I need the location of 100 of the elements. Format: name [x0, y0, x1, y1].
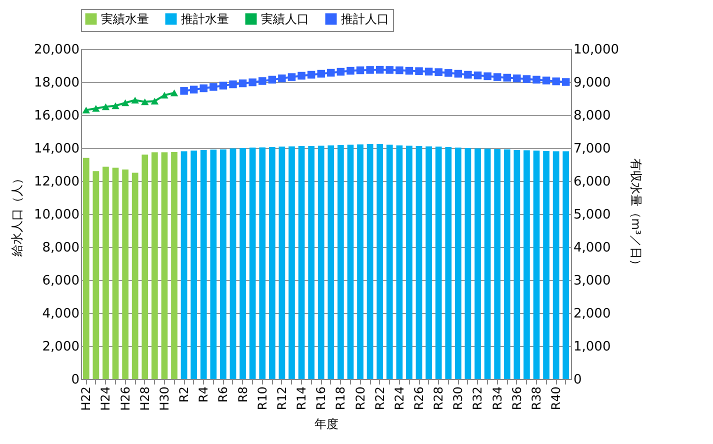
point	[493, 73, 502, 81]
point	[346, 66, 354, 75]
x-tick-label: R20	[353, 386, 368, 410]
legend-label: 実績人口	[261, 12, 309, 26]
bar	[445, 147, 452, 379]
bar	[249, 148, 256, 379]
point	[131, 96, 139, 104]
x-tick-label: R16	[314, 386, 328, 410]
bar	[132, 172, 138, 379]
y-tick-label: 20,000	[34, 42, 80, 58]
point	[434, 68, 442, 76]
y2-tick-label: 8,000	[574, 108, 611, 124]
x-tick-label: H22	[79, 386, 94, 411]
point	[484, 72, 492, 80]
y-tick-label: 2,000	[42, 340, 80, 354]
y2-tick-label: 4,000	[574, 240, 611, 256]
y2-tick-label: 1,000	[574, 340, 611, 354]
bar	[142, 154, 148, 379]
point	[454, 70, 462, 78]
y2-tick-label: 2,000	[574, 306, 611, 322]
point	[150, 98, 159, 104]
bar	[454, 148, 462, 379]
point	[238, 79, 247, 88]
bar	[533, 150, 540, 379]
bar	[416, 146, 422, 379]
point	[219, 82, 228, 90]
point	[317, 70, 325, 78]
point	[248, 78, 256, 86]
point	[503, 74, 511, 82]
bar	[366, 144, 374, 379]
point	[190, 86, 198, 94]
bar	[426, 146, 432, 379]
x-tick-label: R28	[432, 386, 446, 410]
x-tick-label: R36	[510, 386, 524, 410]
point	[415, 67, 423, 75]
point	[542, 76, 550, 84]
point	[82, 106, 90, 114]
y-tick-label: 0	[71, 372, 80, 388]
point	[210, 83, 218, 91]
x-tick-label: R26	[412, 386, 426, 410]
point	[356, 66, 364, 74]
point	[532, 76, 540, 84]
bar	[190, 150, 198, 379]
point	[513, 74, 521, 82]
bar	[180, 151, 188, 379]
x-tick-label: R4	[196, 386, 211, 402]
x-tick-label: H24	[98, 386, 113, 411]
point	[170, 90, 178, 96]
point	[552, 77, 560, 86]
bar	[318, 146, 324, 379]
y-tick-label: 12,000	[34, 174, 80, 190]
x-tick-label: R32	[470, 386, 485, 410]
bar	[171, 152, 178, 379]
bar	[357, 144, 364, 379]
bar	[338, 145, 344, 379]
x-tick-label: R30	[451, 386, 466, 410]
y2-axis-title: 有収水量（m³／日）	[628, 158, 643, 271]
point	[268, 76, 276, 84]
bar	[464, 148, 472, 379]
bar	[494, 148, 501, 379]
point	[102, 103, 110, 110]
bar	[151, 152, 158, 379]
legend-label: 実績水量	[101, 12, 149, 26]
point	[376, 66, 384, 74]
y2-tick-label: 6,000	[574, 174, 611, 190]
x-tick-label: R18	[334, 386, 348, 410]
bar	[92, 171, 100, 379]
point	[405, 66, 414, 75]
legend-label: 推計水量	[181, 12, 229, 26]
x-tick-label: R12	[274, 386, 289, 410]
bar	[82, 158, 90, 379]
x-tick-label: H30	[157, 386, 172, 411]
point	[522, 75, 531, 83]
bar	[543, 150, 550, 379]
bar	[210, 150, 217, 379]
bar	[230, 148, 236, 379]
point	[386, 66, 394, 74]
x-tick-label: R40	[549, 386, 564, 410]
point	[424, 68, 433, 76]
bar	[347, 144, 354, 379]
x-tick-label: R6	[216, 386, 230, 402]
point	[336, 68, 345, 76]
bar	[220, 149, 226, 379]
x-axis-title: 年度	[314, 416, 338, 431]
y-tick-label: 6,000	[42, 274, 80, 288]
bar	[504, 149, 510, 379]
y-axis-title: 給水人口（人）	[10, 172, 24, 258]
y-tick-label: 4,000	[42, 306, 80, 322]
bar	[524, 150, 530, 379]
bar	[406, 146, 412, 379]
bar	[328, 145, 334, 379]
bar	[552, 151, 560, 379]
point	[474, 72, 482, 80]
x-tick-label: R14	[294, 386, 309, 410]
bar	[474, 148, 481, 379]
x-tick-label: R38	[529, 386, 544, 410]
x-tick-label: R10	[255, 386, 270, 410]
x-tick-label: R24	[392, 386, 406, 410]
point	[112, 102, 120, 110]
y2-tick-label: 10,000	[574, 42, 619, 58]
